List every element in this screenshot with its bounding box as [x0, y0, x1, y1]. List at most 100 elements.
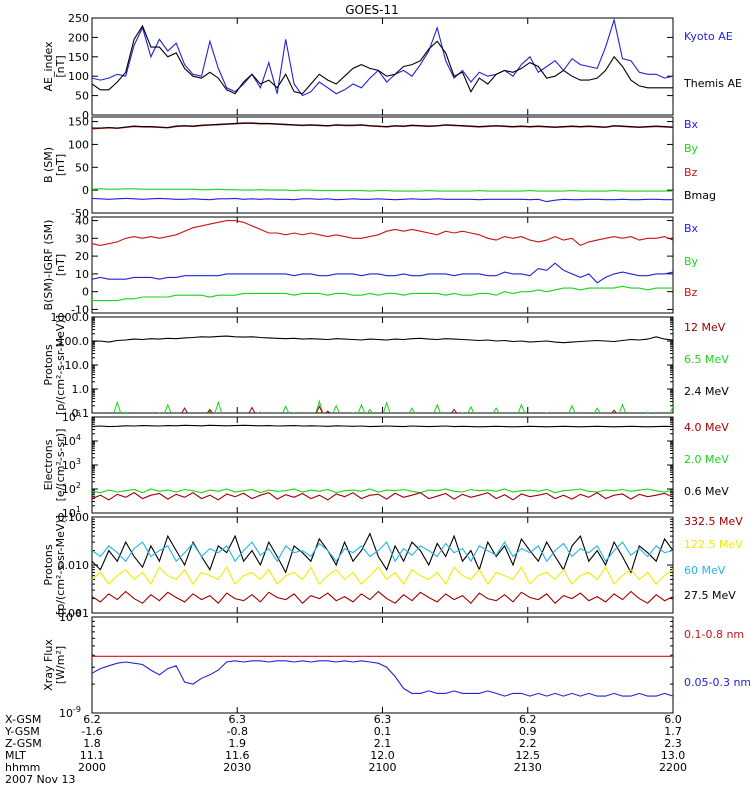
series-line-122-5-mev [92, 566, 673, 586]
legend-entry: Bz [684, 166, 698, 179]
y-tick-label: 200 [68, 31, 89, 44]
x-tick-label: 2.1 [374, 737, 392, 750]
y-axis-label: B(SM)-IGRF (SM) [42, 220, 55, 311]
series-spike [315, 399, 324, 413]
y-axis-unit: [nT] [54, 55, 67, 77]
y-axis-label: Protons [42, 344, 55, 385]
series-spike [618, 403, 627, 413]
y-tick-label: 50 [75, 161, 89, 174]
y-axis-unit: [nT] [54, 154, 67, 176]
x-tick-label: 1.9 [229, 737, 247, 750]
series-line-by [92, 188, 673, 192]
series-spike [113, 400, 122, 413]
x-tick-label: 2.3 [664, 737, 682, 750]
x-row-label: 2007 Nov 13 [5, 773, 75, 786]
panel-frame [91, 216, 674, 314]
legend-entry: 2.0 MeV [684, 453, 729, 466]
y-tick-label: 0.1 [72, 407, 90, 420]
y-tick-label: 150 [68, 116, 89, 129]
series-spike [366, 408, 374, 413]
y-axis-label: Electrons [42, 439, 55, 490]
x-tick-label: 12.5 [516, 749, 541, 762]
panel-ae: 0 50 100 150 200 250 AE_index [nT] Kyoto AE Themi… [42, 12, 742, 122]
legend-entry: Bz [684, 286, 698, 299]
legend-entry: 12 MeV [684, 321, 726, 334]
y-tick-label: 100 [68, 138, 89, 151]
x-row-label: Z-GSM [5, 737, 42, 750]
series-line-332-5-mev [92, 590, 673, 604]
series-spike [315, 405, 323, 413]
series-spike [258, 411, 263, 413]
y-tick-label: 0.010 [58, 559, 90, 572]
series-line-0-6-mev [92, 424, 673, 428]
series-line-4-0-mev [92, 492, 673, 501]
y-tick-label: 0.100 [58, 511, 90, 524]
panel-protons_hi: 0.1 1.0 10.0 100.0 1000.0 Protons [p/(cm²-s-sr… [42, 311, 729, 420]
series-spike [517, 403, 526, 413]
x-tick-label: 0.1 [374, 725, 392, 738]
y-tick-label: 1000.0 [51, 311, 90, 324]
series-line-themis-ae [92, 24, 673, 95]
x-tick-label: 1.8 [83, 737, 101, 750]
x-tick-label: 11.6 [225, 749, 250, 762]
series-group [92, 18, 673, 97]
legend-entry: 27.5 MeV [684, 589, 736, 602]
x-tick-label: 13.0 [661, 749, 686, 762]
y-tick-label: 20 [75, 250, 89, 263]
y-tick-label: 40 [75, 215, 89, 228]
y-tick-label: -50 [71, 207, 89, 220]
x-row-label: hhmm [5, 761, 40, 774]
panel-xray: 10-9 10-8 Xray Flux [W/m²] 0.1-0.8 nm 0.05-0.… [42, 609, 750, 720]
legend-entry: 0.05-0.3 nm [684, 676, 750, 689]
x-row-label: X-GSM [5, 713, 41, 726]
y-axis-label: Protons [42, 544, 55, 585]
series-spike [645, 411, 650, 413]
figure-title: GOES-11 [345, 3, 399, 17]
legend-entry: 0.6 MeV [684, 485, 729, 498]
series-group [92, 335, 673, 413]
x-tick-label: 12.0 [370, 749, 395, 762]
x-tick-label: 2000 [78, 761, 106, 774]
legend-entry: 332.5 MeV [684, 515, 743, 528]
legend-entry: 60 MeV [684, 564, 726, 577]
series-spike [164, 403, 172, 413]
x-tick-label: -1.6 [81, 725, 102, 738]
y-tick-label: 100.0 [58, 335, 90, 348]
series-spike [433, 403, 441, 413]
series-line-2-0-mev [92, 488, 673, 494]
series-spike [450, 408, 458, 413]
series-group [92, 655, 673, 697]
y-tick-label: 100 [68, 70, 89, 83]
y-tick-label: 250 [68, 12, 89, 25]
legend-entry: 0.1-0.8 nm [684, 628, 744, 641]
y-tick-label: 0 [82, 109, 89, 122]
series-line-by [92, 285, 673, 302]
series-spike [593, 407, 601, 413]
panel-frame [91, 316, 674, 414]
panel-bigrf: -10 0 10 20 30 40 B(SM)-IGRF (SM) [nT] Bx By Bz [42, 215, 699, 317]
y-tick-label: 10-8 [59, 609, 81, 624]
legend-entry: Themis AE [683, 77, 742, 90]
series-group [92, 220, 673, 302]
y-tick-label: 1.0 [72, 383, 90, 396]
series-group [92, 122, 673, 203]
x-tick-label: 6.2 [519, 713, 537, 726]
y-tick-label: 30 [75, 232, 89, 245]
series-line-bx [92, 262, 673, 284]
legend-entry: 6.5 MeV [684, 353, 729, 366]
series-spike [382, 401, 391, 413]
series-spike [325, 410, 331, 413]
legend-entry: 122.5 MeV [684, 538, 743, 551]
series-line-bx [92, 197, 673, 203]
y-axis-unit: [e/(cm²-s-sr)] [54, 429, 67, 502]
series-spike [467, 405, 475, 413]
x-tick-label: -0.8 [227, 725, 248, 738]
series-spike [123, 411, 128, 413]
series-spike [181, 407, 189, 413]
legend-entry: 2.4 MeV [684, 385, 729, 398]
y-axis-unit: [nT] [54, 254, 67, 276]
x-tick-label: 2.2 [519, 737, 537, 750]
series-group [92, 424, 673, 501]
